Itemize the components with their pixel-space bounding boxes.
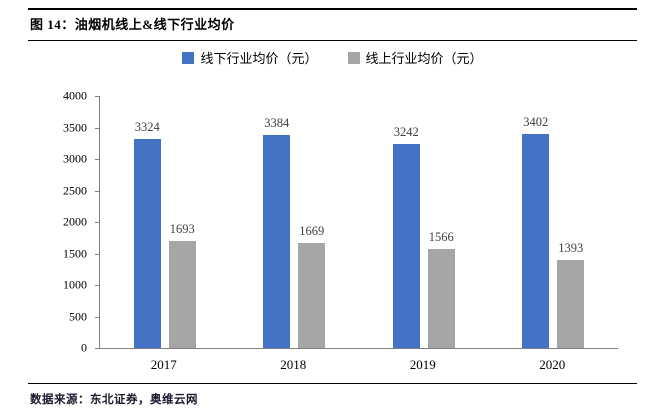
bar-data-label: 1693: [169, 222, 195, 237]
figure-header: 图 14：油烟机线上&线下行业均价: [28, 8, 637, 41]
bar-wrap: 3324: [133, 119, 161, 348]
y-tick-label: 0: [81, 340, 87, 355]
y-axis-ticks: [95, 96, 100, 349]
y-tick-label: 3500: [63, 120, 87, 134]
data-source: 数据来源：东北证券，奥维云网: [30, 394, 198, 406]
bar-wrap: 3402: [522, 114, 550, 348]
y-tick-mark: [95, 159, 100, 160]
legend-item: 线上行业均价（元）: [347, 48, 483, 67]
legend-swatch: [347, 51, 360, 64]
bar-wrap: 1693: [168, 222, 196, 348]
bar: [392, 143, 420, 348]
bar: [133, 138, 161, 348]
y-tick-label: 500: [69, 309, 87, 323]
x-tick-label: 2017: [150, 357, 177, 372]
y-tick-mark: [95, 222, 100, 223]
y-tick-label: 1000: [63, 277, 87, 292]
x-axis: 2017 2018 2019 2020: [99, 349, 617, 373]
bar: [522, 133, 550, 348]
figure-footer: 数据来源：东北证券，奥维云网: [28, 383, 637, 408]
bar: [298, 242, 326, 348]
y-tick-label: 1500: [63, 246, 87, 260]
bar-data-label: 1566: [428, 230, 454, 245]
bar-wrap: 1669: [298, 223, 326, 348]
bar-group: 3324 1693: [100, 96, 230, 348]
bar-wrap: 1566: [427, 230, 455, 348]
legend-label: 线下行业均价（元）: [200, 51, 318, 66]
bar: [263, 134, 291, 348]
y-tick-label: 2000: [63, 214, 87, 229]
bar-data-label: 3384: [264, 115, 290, 130]
bar-chart: 4000 3500 3000 2500 2000 1500 1000 500 0 3324 169…: [52, 89, 624, 385]
y-tick-mark: [95, 96, 100, 97]
bar-data-label: 1393: [558, 241, 584, 256]
plot-area: 3324 1693 3384 1669 3242 1566 3402 1393: [99, 96, 618, 349]
y-tick-label: 3000: [63, 151, 87, 166]
bar-wrap: 3242: [392, 124, 420, 348]
y-tick-mark: [95, 190, 100, 192]
y-tick-label: 2500: [63, 183, 87, 197]
legend-item: 线下行业均价（元）: [182, 48, 318, 67]
bar: [168, 241, 196, 348]
y-tick-mark: [95, 285, 100, 286]
bar-group: 3384 1669: [230, 96, 360, 348]
bar-group: 3402 1393: [489, 96, 619, 348]
bar: [557, 260, 585, 348]
y-tick-mark: [95, 316, 100, 318]
bar-group: 3242 1566: [359, 96, 489, 348]
figure-title: 图 14：油烟机线上&线下行业均价: [30, 17, 235, 32]
bar-data-label: 1669: [299, 223, 325, 238]
bar-wrap: 3384: [263, 115, 291, 348]
bar-data-label: 3242: [393, 124, 419, 139]
x-tick-label: 2020: [539, 357, 566, 372]
legend-swatch: [182, 51, 195, 64]
bar-wrap: 1393: [557, 241, 585, 348]
y-tick-mark: [95, 127, 100, 129]
bar: [427, 249, 455, 348]
y-axis: 4000 3500 3000 2500 2000 1500 1000 500 0: [52, 89, 94, 355]
bar-data-label: 3324: [134, 119, 160, 134]
x-tick-label: 2019: [409, 357, 436, 372]
legend: 线下行业均价（元） 线上行业均价（元）: [0, 48, 665, 67]
legend-label: 线上行业均价（元）: [365, 51, 483, 66]
bar-data-label: 3402: [523, 114, 549, 129]
x-tick-label: 2018: [280, 357, 307, 372]
y-tick-mark: [95, 348, 100, 349]
y-tick-mark: [95, 253, 100, 255]
y-tick-label: 4000: [63, 88, 87, 103]
